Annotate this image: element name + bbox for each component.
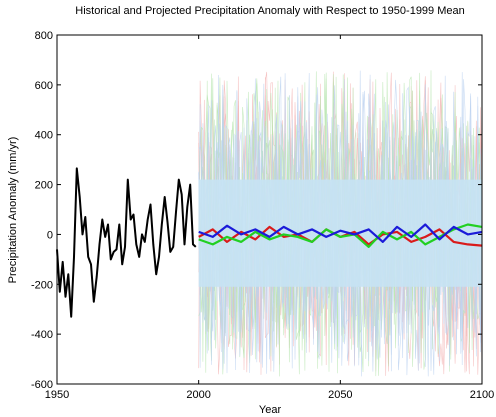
series-line xyxy=(198,223,483,248)
y-tick-label: 200 xyxy=(35,180,53,192)
y-tick-label: -600 xyxy=(31,379,53,391)
series-line xyxy=(198,223,483,243)
x-axis-label: Year xyxy=(259,404,282,416)
x-tick-label: 2000 xyxy=(186,389,210,401)
y-tick-label: -200 xyxy=(31,279,53,291)
x-tick-label: 1950 xyxy=(45,389,69,401)
x-tick-label: 2100 xyxy=(470,389,494,401)
y-tick-label: 600 xyxy=(35,80,53,92)
y-axis-label: Precipitation Anomaly (mm/yr) xyxy=(7,137,19,284)
series-line xyxy=(56,167,197,318)
y-tick-label: 800 xyxy=(35,30,53,42)
plot-frame xyxy=(56,34,483,385)
axis-ticks: 1950 2000 2050 2100 -600 -400 -200 0 200 400 600 80… xyxy=(31,30,494,401)
x-tick-label: 2050 xyxy=(328,389,352,401)
y-tick-label: 0 xyxy=(47,229,53,241)
y-tick-label: 400 xyxy=(35,130,53,142)
chart-title: Historical and Projected Precipitation A… xyxy=(75,5,465,17)
plot-layer xyxy=(56,70,483,377)
y-tick-label: -400 xyxy=(31,329,53,341)
